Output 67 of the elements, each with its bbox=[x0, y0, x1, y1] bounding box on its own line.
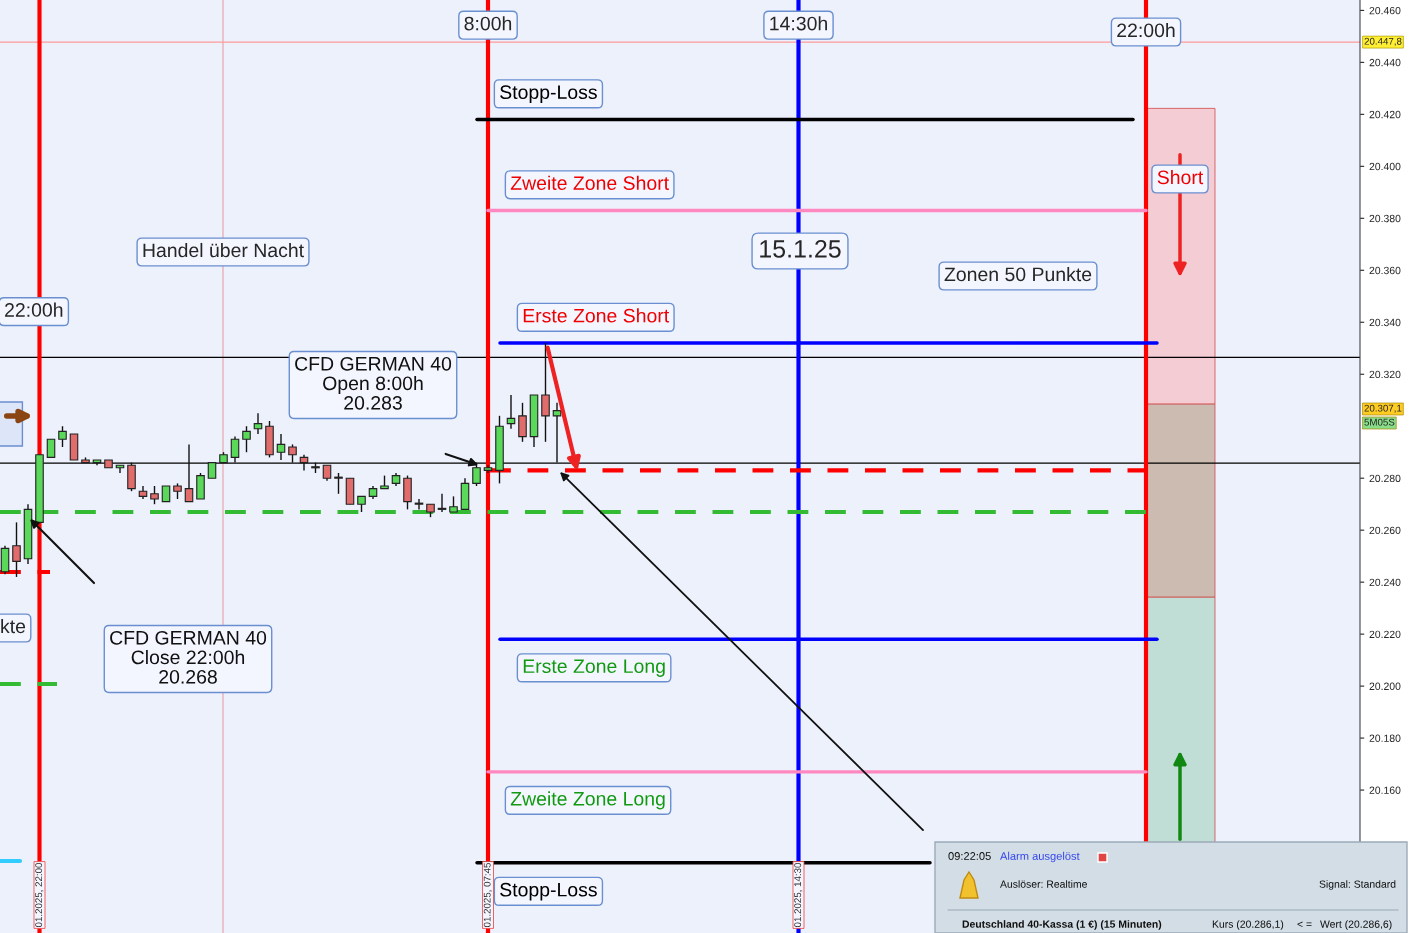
text: 5M05S bbox=[1364, 418, 1395, 426]
annotation: Short bbox=[1157, 169, 1204, 185]
annotation: Handel über Nacht bbox=[143, 242, 304, 258]
ref-line-label: Zweite Zone Long bbox=[510, 791, 665, 810]
y-tick-label: 20.440 bbox=[1369, 58, 1401, 67]
y-tick-label: 20.420 bbox=[1369, 110, 1401, 119]
candlestick bbox=[541, 342, 550, 443]
x-tick-label: 01.2025, 14:30 bbox=[794, 862, 803, 928]
y-tick-label: 20.460 bbox=[1369, 6, 1401, 15]
ref-line-label: Zweite Zone Short bbox=[510, 175, 669, 190]
y-tick-label: 20.280 bbox=[1369, 474, 1401, 483]
candlestick bbox=[253, 412, 263, 435]
ref-line-label: Erste Zone Short bbox=[523, 308, 670, 323]
ref-line-label: Stopp-Loss bbox=[500, 882, 597, 901]
y-tick-label: 20.220 bbox=[1369, 630, 1401, 639]
annotation: Signal: Standard bbox=[1319, 880, 1396, 890]
y-tick-label: 20.200 bbox=[1369, 682, 1401, 690]
annotation: 15.1.25 bbox=[760, 240, 841, 258]
candlestick bbox=[150, 485, 159, 505]
ref-line-label: Erste Zone Long bbox=[523, 659, 665, 677]
candlestick bbox=[242, 425, 251, 453]
y-tick-label: 20.260 bbox=[1369, 526, 1401, 535]
annotation: Wert (20.286,6) bbox=[1320, 920, 1392, 930]
annotation: 09:22:05 bbox=[948, 852, 991, 860]
text: 20.307,1 bbox=[1364, 404, 1402, 413]
candlestick bbox=[437, 493, 447, 513]
y-tick-label: 20.380 bbox=[1369, 214, 1401, 223]
ref-line-label: Stopp-Loss bbox=[500, 85, 597, 103]
ref-line-label: 20.447,8 bbox=[1364, 37, 1402, 46]
candlestick bbox=[518, 402, 527, 443]
candlestick bbox=[414, 498, 424, 511]
candlestick bbox=[58, 425, 67, 448]
candlestick bbox=[127, 461, 136, 492]
candlestick bbox=[552, 402, 562, 464]
ref-line-label: 22:00h bbox=[5, 302, 63, 317]
annotation: CFD GERMAN 40 Open 8:00h 20.283 bbox=[295, 356, 452, 410]
annotation: CFD GERMAN 40 Close 22:00h 20.268 bbox=[110, 630, 267, 684]
candlestick bbox=[334, 472, 343, 495]
y-tick-label: 20.180 bbox=[1369, 734, 1401, 742]
y-tick-label: 20.320 bbox=[1369, 370, 1401, 379]
candlestick bbox=[506, 394, 516, 430]
candlestick bbox=[46, 438, 56, 459]
annotation: < = bbox=[1297, 921, 1312, 927]
candlestick bbox=[403, 474, 412, 511]
candlestick bbox=[12, 521, 21, 578]
y-tick-label: 20.400 bbox=[1369, 162, 1401, 171]
ref-line-label: 8:00h bbox=[464, 16, 512, 31]
annotation: Deutschland 40-Kassa (1 €) (15 Minuten) bbox=[962, 920, 1162, 930]
annotation: Auslöser: Realtime bbox=[1000, 880, 1087, 888]
y-tick-label: 20.340 bbox=[1369, 318, 1401, 327]
annotation: Kurs (20.286,1) bbox=[1212, 920, 1284, 930]
x-tick-label: 01.2025, 07:45 bbox=[483, 862, 492, 928]
ref-line-label: 14:30h bbox=[770, 16, 827, 31]
candlestick bbox=[184, 443, 194, 503]
y-tick-label: 20.240 bbox=[1369, 578, 1401, 587]
annotation: 22:00h bbox=[1117, 22, 1175, 38]
y-tick-label: 20.160 bbox=[1369, 786, 1401, 794]
candlestick bbox=[288, 443, 297, 464]
candlestick bbox=[196, 472, 205, 500]
annotation: Zonen 50 Punkte bbox=[944, 266, 1092, 282]
candlestick bbox=[230, 435, 240, 464]
candlestick bbox=[276, 433, 286, 461]
candlestick bbox=[0, 545, 10, 576]
annotation: kte bbox=[1, 618, 26, 634]
x-tick-label: 01.2025, 22:00 bbox=[35, 862, 44, 928]
annotation: Alarm ausgelöst bbox=[1000, 851, 1080, 863]
y-tick-label: 20.360 bbox=[1369, 266, 1401, 275]
